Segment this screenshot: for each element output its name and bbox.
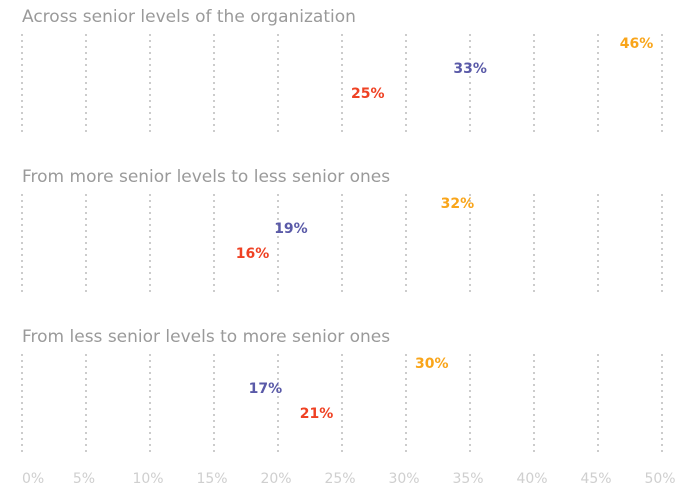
x-tick-label: 45% <box>580 471 611 487</box>
value-label: 46% <box>620 36 654 52</box>
x-tick-label: 20% <box>260 471 291 487</box>
x-tick-label: 25% <box>324 471 355 487</box>
value-label: 30% <box>415 356 449 372</box>
value-label: 25% <box>351 86 385 102</box>
group-title: From more senior levels to less senior o… <box>22 167 390 187</box>
value-label: 32% <box>441 196 475 212</box>
value-label: 33% <box>453 61 487 77</box>
x-tick-label: 35% <box>452 471 483 487</box>
value-label: 17% <box>249 381 283 397</box>
value-label: 16% <box>236 246 270 262</box>
x-tick-label: 0% <box>22 471 44 487</box>
group-title: Across senior levels of the organization <box>22 7 356 27</box>
x-tick-label: 15% <box>196 471 227 487</box>
value-label: 19% <box>274 221 308 237</box>
x-tick-label: 30% <box>388 471 419 487</box>
x-tick-label: 40% <box>516 471 547 487</box>
group-title: From less senior levels to more senior o… <box>22 327 390 347</box>
x-tick-label: 50% <box>644 471 675 487</box>
x-tick-label: 5% <box>73 471 95 487</box>
value-label: 21% <box>300 406 334 422</box>
x-tick-label: 10% <box>132 471 163 487</box>
